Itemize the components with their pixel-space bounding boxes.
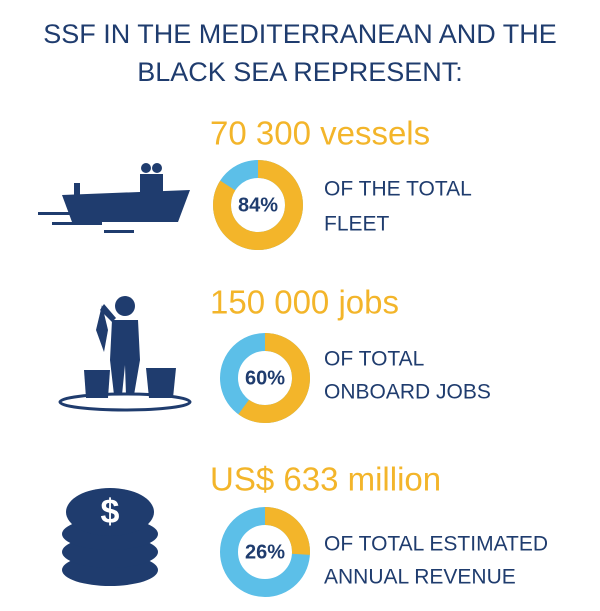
label-line: OF THE TOTAL: [324, 178, 472, 201]
headline: 70 300 vessels: [210, 115, 430, 152]
donut-part: [220, 507, 310, 597]
title-line: BLACK SEA REPRESENT:: [137, 57, 463, 87]
label-line: FLEET: [324, 213, 390, 236]
donut-part: [220, 333, 310, 423]
label-line: OF TOTAL: [324, 348, 424, 371]
headline: 150 000 jobs: [210, 284, 399, 321]
percent-label: 60%: [245, 367, 285, 389]
label-line: ANNUAL REVENUE: [324, 566, 516, 589]
label-line: ONBOARD JOBS: [324, 381, 491, 404]
svg-text:$: $: [101, 493, 120, 531]
label-line: OF TOTAL ESTIMATED: [324, 533, 548, 556]
fisher-icon: [58, 296, 192, 412]
headline: US$ 633 million: [210, 461, 441, 498]
percent-label: 26%: [245, 541, 285, 563]
donut-part: [213, 160, 303, 250]
title-line: SSF IN THE MEDITERRANEAN AND THE: [43, 19, 557, 49]
coins-icon: $: [62, 488, 158, 586]
percent-label: 84%: [238, 194, 278, 216]
boat-icon: [38, 163, 190, 233]
